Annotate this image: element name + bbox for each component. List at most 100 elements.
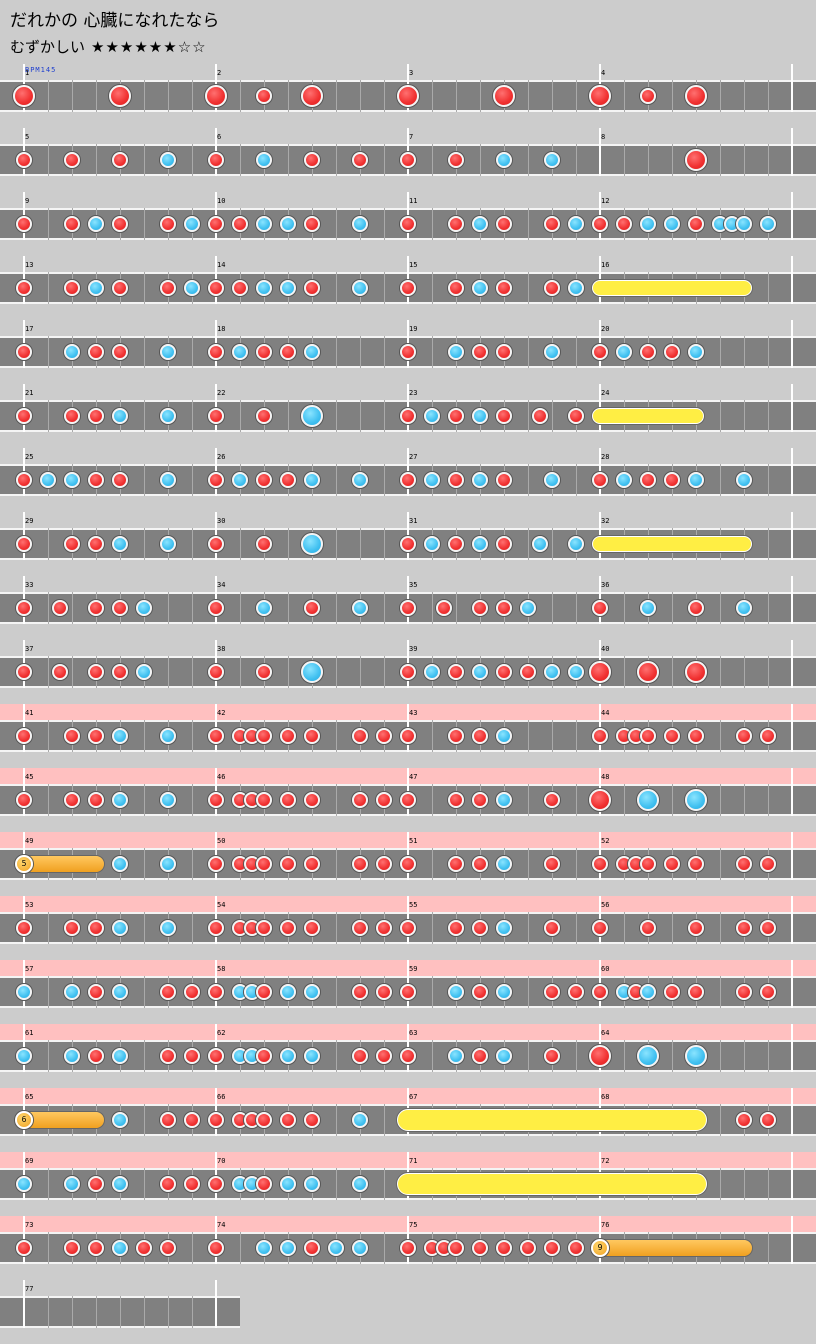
chart-row: 21 22 23 24	[0, 384, 816, 448]
don-note	[448, 408, 464, 424]
balloon-head: 5	[15, 855, 33, 873]
don-note	[112, 344, 128, 360]
beat-tick	[120, 1296, 121, 1328]
don-note	[544, 280, 560, 296]
measure-line	[791, 832, 793, 880]
balloon-roll	[592, 1240, 752, 1256]
beat-tick	[432, 144, 433, 176]
don-note	[616, 216, 632, 232]
beat-tick	[144, 528, 145, 560]
beat-tick	[48, 1040, 49, 1072]
ka-note	[352, 1176, 368, 1192]
beat-tick	[336, 80, 337, 112]
ka-note	[16, 1048, 32, 1064]
don-note	[472, 344, 488, 360]
don-note	[568, 984, 584, 1000]
beat-tick	[240, 144, 241, 176]
beat-tick	[720, 656, 721, 688]
beat-tick	[384, 80, 385, 112]
don-note	[496, 664, 512, 680]
chart-row: 37 38 39 40	[0, 640, 816, 704]
don-note	[88, 536, 104, 552]
don-note	[352, 920, 368, 936]
ka-note	[16, 1176, 32, 1192]
big-don-note	[589, 85, 611, 107]
don-note	[304, 280, 320, 296]
beat-tick	[768, 272, 769, 304]
don-note	[448, 664, 464, 680]
beat-tick	[192, 80, 193, 112]
beat-tick	[192, 1232, 193, 1264]
don-note	[304, 216, 320, 232]
beat-tick	[168, 656, 169, 688]
ka-note	[112, 792, 128, 808]
chart-row: 61 62 63 64	[0, 1024, 816, 1088]
beat-tick	[384, 592, 385, 624]
don-note	[208, 1240, 224, 1256]
don-note	[16, 1240, 32, 1256]
ka-note	[160, 536, 176, 552]
big-don-note	[493, 85, 515, 107]
ka-note	[304, 472, 320, 488]
beat-tick	[144, 1296, 145, 1328]
measure-number: 22	[217, 389, 226, 397]
chart-row: 53 54 55 56	[0, 896, 816, 960]
beat-tick	[48, 272, 49, 304]
don-note	[568, 408, 584, 424]
measure-number: 20	[601, 325, 610, 333]
don-note	[400, 984, 416, 1000]
beat-tick	[576, 336, 577, 368]
ka-note	[64, 344, 80, 360]
don-note	[88, 920, 104, 936]
ka-note	[184, 280, 200, 296]
beat-tick	[768, 1168, 769, 1200]
measure-line	[791, 192, 793, 240]
don-note	[232, 216, 248, 232]
beat-tick	[144, 976, 145, 1008]
balloon-roll	[16, 1112, 104, 1128]
don-note	[256, 1176, 272, 1192]
beat-tick	[720, 912, 721, 944]
ka-note	[304, 344, 320, 360]
difficulty-line: むずかしい ★★★★★★☆☆	[10, 36, 207, 57]
beat-tick	[360, 656, 361, 688]
ka-note	[496, 728, 512, 744]
don-note	[352, 984, 368, 1000]
beat-tick	[384, 336, 385, 368]
beat-tick	[744, 144, 745, 176]
beat-tick	[720, 1168, 721, 1200]
balloon-roll	[16, 856, 104, 872]
chart-row: 25 26 27 28	[0, 448, 816, 512]
measure-number: 52	[601, 837, 610, 845]
chart-row: 65 66 67 68 6	[0, 1088, 816, 1152]
don-note	[496, 344, 512, 360]
measure-number: 54	[217, 901, 226, 909]
measure-number: 4	[601, 69, 606, 77]
beat-tick	[192, 720, 193, 752]
measure-line	[791, 704, 793, 752]
beat-tick	[768, 336, 769, 368]
measure-number: 71	[409, 1157, 418, 1165]
beat-tick	[768, 144, 769, 176]
ka-note	[544, 152, 560, 168]
beat-tick	[336, 1040, 337, 1072]
beat-tick	[768, 1232, 769, 1264]
beat-tick	[720, 592, 721, 624]
ka-note	[568, 664, 584, 680]
don-note	[256, 728, 272, 744]
don-note	[376, 920, 392, 936]
measure-number: 61	[25, 1029, 34, 1037]
don-note	[64, 216, 80, 232]
beat-tick	[168, 592, 169, 624]
don-note	[280, 920, 296, 936]
beat-tick	[480, 80, 481, 112]
measure-number: 35	[409, 581, 418, 589]
measure-number: 67	[409, 1093, 418, 1101]
don-note	[184, 1048, 200, 1064]
measure-line	[791, 64, 793, 112]
don-note	[640, 88, 656, 104]
don-note	[16, 920, 32, 936]
beat-tick	[48, 912, 49, 944]
measure-number: 72	[601, 1157, 610, 1165]
measure-number: 49	[25, 837, 34, 845]
